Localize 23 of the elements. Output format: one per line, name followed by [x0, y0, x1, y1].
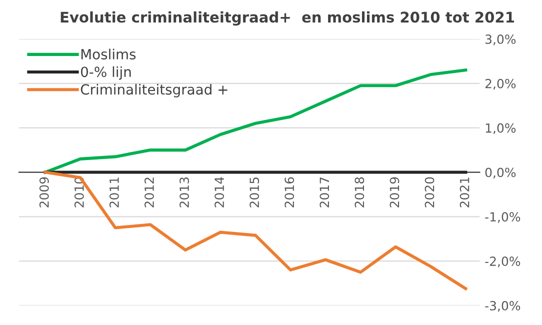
x-tick-label: 2016	[284, 177, 294, 208]
x-tick-label: 2013	[180, 177, 190, 208]
x-tick-label: 2015	[250, 178, 260, 208]
legend-label: Criminaliteitsgraad +	[80, 84, 228, 98]
y-tick-label: 2,0%	[485, 78, 516, 90]
legend-label: 0-% lijn	[80, 66, 131, 80]
x-tick-label: 2009	[39, 177, 49, 208]
x-tick-label: 2017	[320, 177, 330, 208]
y-tick-label: -1,0%	[485, 212, 520, 223]
x-tick-label: 2012	[144, 178, 154, 208]
y-tick-label: 0,0%	[485, 168, 516, 178]
chart-title: Evolutie criminaliteitgraad+ en moslims 2010 tot 2021	[60, 11, 514, 26]
y-tick-label: -2,0%	[485, 256, 520, 268]
x-tick-label: 2019	[390, 177, 400, 208]
x-tick-label: 2011	[109, 178, 119, 208]
y-tick-label: 3,0%	[485, 34, 516, 46]
x-tick-label: 2018	[354, 177, 364, 208]
legend-label: Moslims	[81, 48, 136, 60]
x-tick-label: 2014	[214, 177, 224, 208]
x-tick-label: 2021	[460, 178, 470, 208]
x-tick-label: 2020	[424, 177, 434, 208]
y-tick-label: 1,0%	[486, 123, 516, 134]
y-tick-label: -3,0%	[485, 300, 520, 312]
